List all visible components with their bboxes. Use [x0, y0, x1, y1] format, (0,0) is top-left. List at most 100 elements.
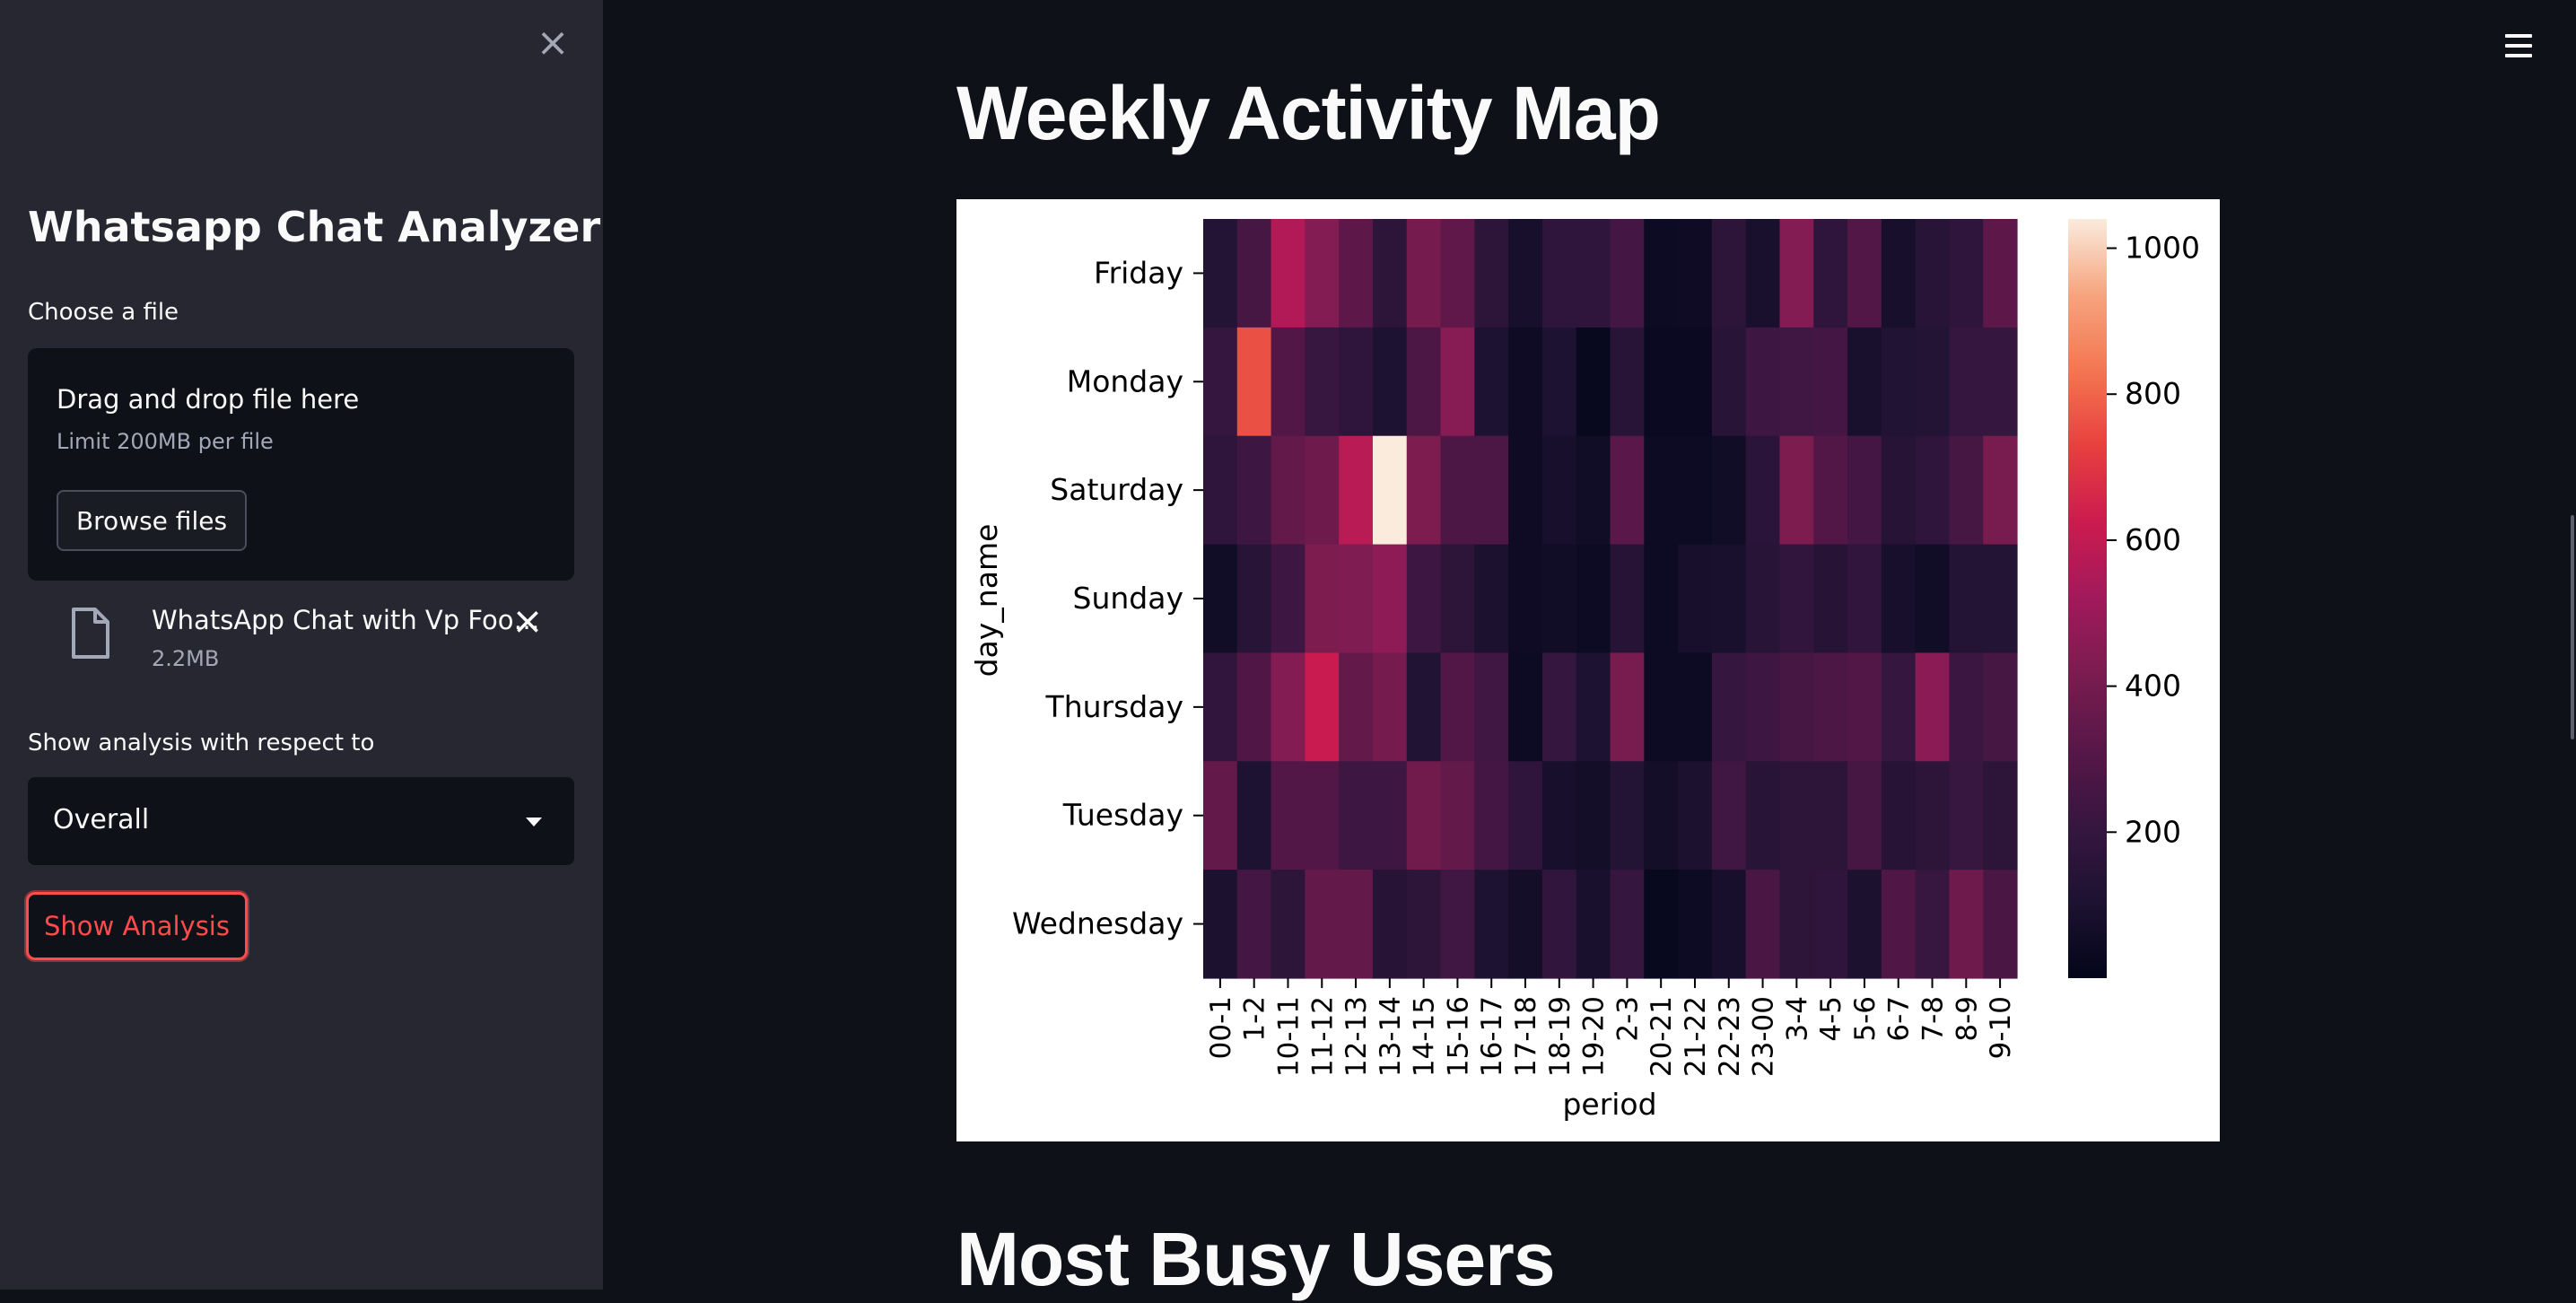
close-sidebar-icon[interactable]: ×: [536, 20, 570, 66]
x-tick-label: 12-13: [1340, 996, 1373, 1077]
heatmap-cell: [1541, 761, 1577, 870]
heatmap-cell: [1711, 544, 1747, 654]
heatmap-cell: [1813, 870, 1848, 979]
heatmap-cell: [1881, 219, 1917, 328]
heatmap-cell: [1372, 870, 1408, 979]
heatmap-cell: [1236, 435, 1272, 546]
x-tick-label: 10-11: [1272, 996, 1305, 1077]
heatmap-cell: [1203, 870, 1238, 979]
heatmap-cell: [1711, 761, 1747, 870]
heatmap-cell: [1610, 652, 1645, 762]
heatmap-cell: [1678, 761, 1713, 870]
heatmap-cell: [1779, 761, 1814, 870]
heatmap-cell: [1339, 435, 1374, 546]
heatmap-cell: [1203, 761, 1238, 870]
analysis-select[interactable]: Overall: [28, 777, 574, 865]
heatmap-cell: [1983, 870, 2018, 979]
browse-files-button[interactable]: Browse files: [57, 490, 247, 551]
dropzone-limit: Limit 200MB per file: [57, 429, 274, 454]
file-icon: [72, 608, 109, 659]
heatmap-cell: [1949, 327, 1984, 437]
heatmap-cell: [1576, 435, 1611, 546]
dropzone-title: Drag and drop file here: [57, 384, 360, 415]
heatmap-cell: [1813, 761, 1848, 870]
heatmap-cell: [1813, 544, 1848, 654]
heatmap-cell: [1678, 327, 1713, 437]
heatmap-cell: [1236, 761, 1272, 870]
heatmap-cell: [1678, 870, 1713, 979]
heatmap-cell: [1474, 652, 1509, 762]
heatmap-cell: [1745, 652, 1781, 762]
heatmap-cell: [1305, 761, 1340, 870]
remove-file-icon[interactable]: ×: [511, 599, 544, 643]
heatmap-cell: [1915, 652, 1951, 762]
heatmap-cell: [1644, 652, 1679, 762]
heatmap-cell: [1915, 219, 1951, 328]
heatmap-cell: [1305, 327, 1340, 437]
heatmap-cell: [1576, 652, 1611, 762]
file-dropzone[interactable]: Drag and drop file here Limit 200MB per …: [28, 348, 574, 581]
heatmap-cell: [1474, 761, 1509, 870]
heatmap-cell: [1881, 870, 1917, 979]
heatmap-cell: [1847, 219, 1882, 328]
heatmap-cell: [1203, 219, 1238, 328]
colorbar-tick-label: 1000: [2125, 231, 2200, 266]
y-tick-label: Saturday: [1050, 472, 1183, 507]
heatmap-cell: [1339, 544, 1374, 654]
heatmap-cell: [1949, 435, 1984, 546]
heatmap-cell: [1610, 219, 1645, 328]
heatmap-cell: [1949, 761, 1984, 870]
heatmap-cell: [1983, 327, 2018, 437]
scrollbar[interactable]: [2571, 515, 2574, 739]
heatmap-cell: [1406, 327, 1442, 437]
heatmap-cell: [1779, 219, 1814, 328]
heatmap-cell: [1678, 544, 1713, 654]
heatmap-cell: [1406, 870, 1442, 979]
heatmap-cell: [1305, 652, 1340, 762]
heatmap-cell: [1644, 544, 1679, 654]
heatmap-cell: [1440, 435, 1475, 546]
heatmap-cell: [1372, 219, 1408, 328]
heatmap-cell: [1949, 219, 1984, 328]
heatmap-cell: [1813, 219, 1848, 328]
x-tick-label: 4-5: [1815, 996, 1847, 1042]
heatmap-cell: [1271, 327, 1305, 437]
heatmap-cell: [1678, 219, 1713, 328]
heatmap-cell: [1271, 761, 1305, 870]
heatmap-cell: [1541, 544, 1577, 654]
heatmap-cell: [1915, 327, 1951, 437]
heatmap-cell: [1847, 870, 1882, 979]
heatmap-cell: [1745, 327, 1781, 437]
hamburger-menu-icon[interactable]: [2503, 32, 2534, 59]
show-analysis-button[interactable]: Show Analysis: [26, 892, 248, 960]
x-tick-label: 16-17: [1476, 996, 1508, 1077]
sidebar: × Whatsapp Chat Analyzer Choose a file D…: [0, 0, 603, 1290]
heatmap-cell: [1508, 870, 1543, 979]
file-uploader-label: Choose a file: [28, 299, 179, 326]
heatmap-cell: [1541, 435, 1577, 546]
heatmap-cell: [1541, 219, 1577, 328]
heatmap-cell: [1508, 761, 1543, 870]
heatmap-cell: [1745, 870, 1781, 979]
x-tick-label: 1-2: [1239, 996, 1271, 1042]
heatmap-cell: [1847, 544, 1882, 654]
heatmap-cell: [1915, 761, 1951, 870]
heatmap-cell: [1949, 652, 1984, 762]
x-tick-label: 00-1: [1205, 996, 1237, 1059]
heatmap-cell: [1372, 761, 1408, 870]
heatmap-cell: [1881, 652, 1917, 762]
colorbar-tick-label: 800: [2125, 376, 2181, 411]
x-tick-label: 22-23: [1714, 996, 1746, 1077]
heatmap-chart: Friday Monday Saturday Sunday Thursday Tuesda…: [956, 199, 2220, 1141]
heatmap-cell: [1847, 761, 1882, 870]
heatmap-cell: [1644, 219, 1679, 328]
heatmap-cell: [1271, 652, 1305, 762]
heatmap-cell: [1474, 870, 1509, 979]
heatmap-cell: [1983, 761, 2018, 870]
heatmap-cell: [1339, 870, 1374, 979]
heatmap-cell: [1745, 219, 1781, 328]
heatmap-cell: [1236, 327, 1272, 437]
heatmap-cell: [1711, 870, 1747, 979]
heatmap-cell: [1779, 544, 1814, 654]
x-tick-label: 2-3: [1611, 996, 1644, 1042]
